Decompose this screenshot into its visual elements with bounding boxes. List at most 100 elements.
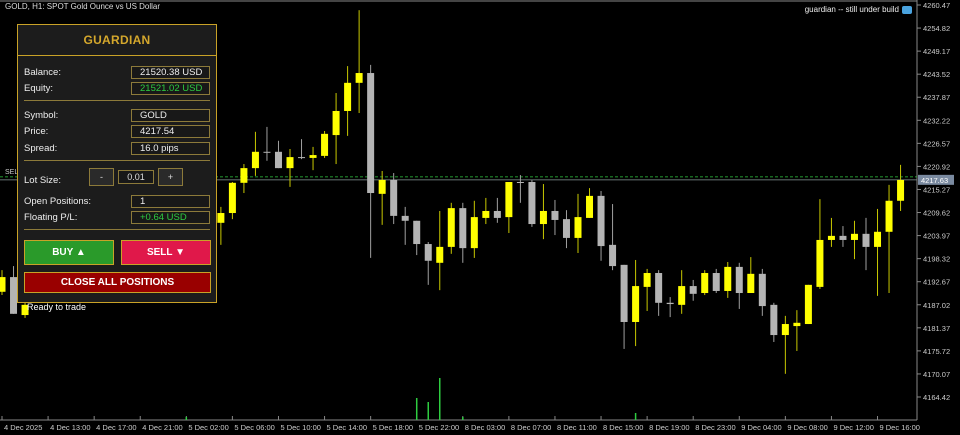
time-tick-label: 8 Dec 19:00 xyxy=(649,423,689,432)
pl-label: Floating P/L: xyxy=(24,211,78,223)
bear-candle xyxy=(597,195,605,247)
price-tick-label: 4181.37 xyxy=(923,324,950,333)
time-tick-label: 8 Dec 11:00 xyxy=(557,423,597,432)
bull-candle xyxy=(781,324,789,336)
spread-row: Spread: 16.0 pips xyxy=(24,141,210,155)
price-tick-label: 4260.47 xyxy=(923,1,950,10)
price-tick-label: 4215.27 xyxy=(923,185,950,194)
positions-row: Open Positions: 1 xyxy=(24,194,210,208)
bull-candle xyxy=(586,195,594,218)
price-tick-label: 4232.22 xyxy=(923,116,950,125)
bull-candle xyxy=(574,217,582,238)
positions-value: 1 xyxy=(131,194,210,208)
time-tick-label: 8 Dec 23:00 xyxy=(695,423,735,432)
bull-candle xyxy=(874,231,882,247)
time-tick-label: 9 Dec 08:00 xyxy=(787,423,827,432)
time-tick-label: 4 Dec 17:00 xyxy=(96,423,136,432)
positions-label: Open Positions: xyxy=(24,195,92,207)
bear-candle xyxy=(493,210,501,218)
time-tick-label: 5 Dec 22:00 xyxy=(419,423,459,432)
time-tick-label: 8 Dec 07:00 xyxy=(511,423,551,432)
bull-candle xyxy=(632,286,640,322)
bull-candle xyxy=(804,284,812,325)
balance-label: Balance: xyxy=(24,66,61,78)
time-tick-label: 8 Dec 15:00 xyxy=(603,423,643,432)
bear-candle xyxy=(413,220,421,245)
time-tick-label: 5 Dec 10:00 xyxy=(280,423,320,432)
bear-candle xyxy=(666,302,674,305)
lot-size-label-text: Lot Size: xyxy=(24,174,61,186)
price-tick-label: 4198.32 xyxy=(923,255,950,264)
price-tick-label: 4164.42 xyxy=(923,393,950,402)
time-tick-label: 9 Dec 16:00 xyxy=(880,423,920,432)
bear-candle xyxy=(620,264,628,322)
time-tick-label: 5 Dec 06:00 xyxy=(234,423,274,432)
time-tick-label: 9 Dec 04:00 xyxy=(741,423,781,432)
price-label: Price: xyxy=(24,125,49,137)
bear-candle xyxy=(274,151,282,169)
close-all-button[interactable]: CLOSE ALL POSITIONS xyxy=(24,272,211,293)
lot-decrease-button[interactable]: - xyxy=(89,168,114,186)
equity-row: Equity: 21521.02 USD xyxy=(24,81,210,95)
bear-candle xyxy=(263,151,271,153)
bull-candle xyxy=(482,210,490,218)
price-tick-label: 4226.57 xyxy=(923,139,950,148)
divider xyxy=(24,229,210,230)
bull-candle xyxy=(470,217,478,249)
pl-value: +0.64 USD xyxy=(131,210,210,224)
price-tick-label: 4203.97 xyxy=(923,232,950,241)
expert-note-text: guardian -- still under build xyxy=(804,5,899,14)
price-tick-label: 4187.02 xyxy=(923,301,950,310)
bull-candle xyxy=(378,179,386,194)
time-tick-label: 4 Dec 21:00 xyxy=(142,423,182,432)
symbol-label: Symbol: xyxy=(24,109,59,121)
sell-button[interactable]: SELL ▼ xyxy=(121,240,211,265)
bull-candle xyxy=(286,157,294,169)
equity-label: Equity: xyxy=(24,82,54,94)
current-price-label: 4217.63 xyxy=(921,176,948,185)
bear-candle xyxy=(689,286,697,294)
bull-candle xyxy=(217,213,225,223)
balance-row: Balance: 21520.38 USD xyxy=(24,65,210,79)
bull-candle xyxy=(885,200,893,232)
lot-increase-button[interactable]: + xyxy=(158,168,183,186)
bear-candle xyxy=(298,157,306,159)
lot-size-input[interactable]: 0.01 xyxy=(118,170,154,184)
bear-candle xyxy=(655,273,663,303)
status-text: Ready to trade xyxy=(27,302,87,312)
lot-size-label: Lot Size: xyxy=(24,173,84,187)
bull-candle xyxy=(793,322,801,327)
time-tick-label: 5 Dec 18:00 xyxy=(373,423,413,432)
bull-candle xyxy=(251,151,259,169)
bull-candle xyxy=(21,304,29,316)
graduation-cap-icon xyxy=(902,5,912,14)
bull-candle xyxy=(240,168,248,183)
price-row: Price: 4217.54 xyxy=(24,124,210,138)
bear-candle xyxy=(712,273,720,291)
time-tick-label: 9 Dec 12:00 xyxy=(833,423,873,432)
bear-candle xyxy=(839,235,847,240)
buy-button[interactable]: BUY ▲ xyxy=(24,240,114,265)
price-value: 4217.54 xyxy=(131,124,210,138)
time-tick-label: 4 Dec 13:00 xyxy=(50,423,90,432)
bear-candle xyxy=(562,219,570,238)
balance-value: 21520.38 USD xyxy=(131,65,210,79)
bear-candle xyxy=(10,277,18,314)
bull-candle xyxy=(747,273,755,294)
time-tick-label: 8 Dec 03:00 xyxy=(465,423,505,432)
bull-candle xyxy=(816,239,824,287)
price-tick-label: 4249.17 xyxy=(923,47,950,56)
price-tick-label: 4175.72 xyxy=(923,347,950,356)
price-tick-label: 4220.92 xyxy=(923,162,950,171)
bear-candle xyxy=(516,182,524,184)
bull-candle xyxy=(309,155,317,158)
bear-candle xyxy=(758,273,766,307)
bear-candle xyxy=(401,215,409,221)
time-tick-label: 5 Dec 02:00 xyxy=(188,423,228,432)
bull-candle xyxy=(332,110,340,136)
bear-candle xyxy=(770,304,778,336)
divider xyxy=(24,100,210,101)
bear-candle xyxy=(862,233,870,247)
bull-candle xyxy=(643,273,651,287)
